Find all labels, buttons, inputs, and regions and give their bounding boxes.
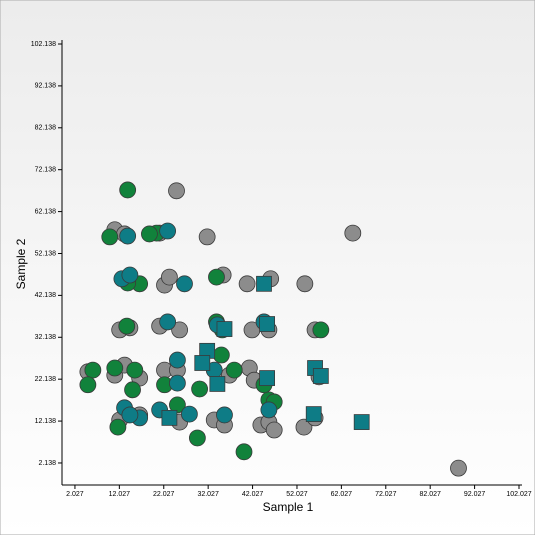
x-tick-label: 102.027 [506,491,531,498]
point [312,368,329,384]
point [208,268,225,286]
y-tick-label: 42.138 [35,292,57,299]
point [169,396,186,414]
x-tick-label: 32.027 [197,491,219,498]
x-tick-label: 52.027 [286,491,308,498]
y-tick-label: 52.138 [35,250,57,257]
point [296,275,314,293]
point [124,381,141,399]
x-tick-label: 42.027 [242,491,264,498]
point [171,321,189,339]
point [169,374,186,392]
point [265,421,283,439]
point [256,275,272,292]
point [212,346,230,364]
point [259,370,276,386]
point [188,429,206,447]
y-tick-label: 32.138 [35,334,57,341]
point [101,228,119,246]
point [169,351,186,369]
point [353,414,370,430]
x-axis-title: Sample 1 [263,500,314,514]
point [159,222,177,240]
point [260,401,278,419]
point [121,406,139,424]
point [180,405,198,423]
point [238,275,256,293]
y-tick-label: 72.138 [35,167,57,174]
point [126,361,144,379]
point [295,418,313,436]
point [119,181,137,199]
point [168,182,185,200]
y-tick-label: 102.138 [31,41,56,48]
y-tick-label: 92.138 [35,83,57,90]
y-tick-label: 2.138 [38,460,56,467]
y-axis-title: Sample 2 [14,238,28,289]
point [450,459,467,477]
point [235,443,253,461]
point [176,275,193,293]
x-tick-label: 62.027 [331,491,353,498]
point [191,380,209,398]
point [312,321,330,339]
y-tick-label: 82.138 [35,125,57,132]
point [106,359,124,377]
x-tick-label: 72.027 [375,491,397,498]
point [118,317,136,335]
point [161,268,178,286]
point [119,227,137,245]
point [194,355,211,371]
point [305,406,322,423]
point [159,313,177,331]
point [344,224,362,242]
point [216,321,233,337]
point [141,225,158,243]
x-tick-label: 92.027 [464,491,486,498]
x-tick-label: 22.027 [153,491,175,498]
y-tick-label: 62.138 [35,208,57,215]
point [209,376,226,392]
point [216,406,233,424]
point [84,361,102,379]
point [225,361,243,379]
point [109,418,127,436]
point [198,228,216,246]
y-tick-label: 12.138 [35,418,57,425]
point [259,316,276,332]
point [79,376,97,394]
point [161,409,178,426]
x-tick-label: 2.027 [66,491,84,498]
point [121,266,139,284]
y-tick-label: 22.138 [35,376,57,383]
x-tick-label: 12.027 [109,491,131,498]
x-tick-label: 82.027 [419,491,441,498]
